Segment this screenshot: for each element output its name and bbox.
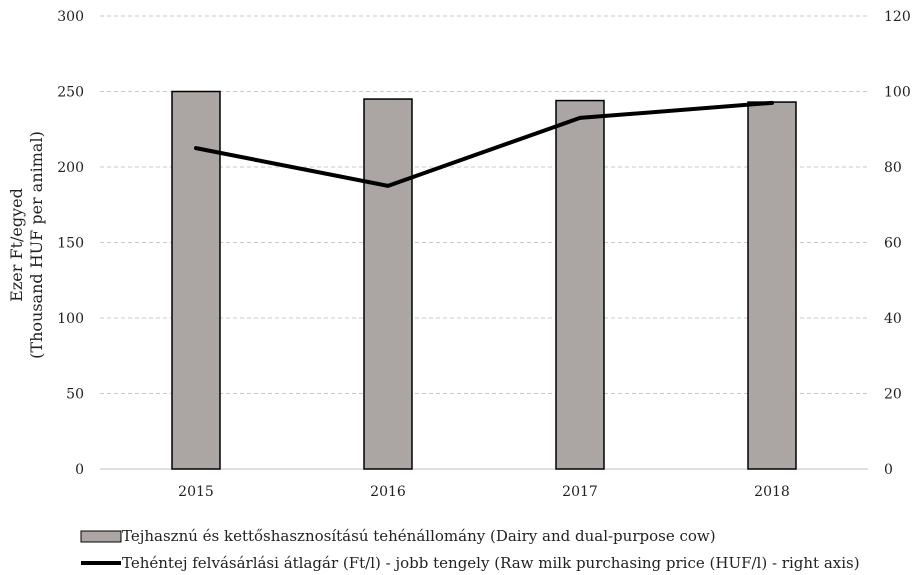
legend: Tejhasznú és kettőshasznosítású tehénáll…	[80, 527, 860, 572]
y-axis-left-ticks: 0 50 100 150 200 250 300	[57, 9, 84, 478]
bar-series	[171, 90, 797, 470]
x-tick-label: 2015	[178, 484, 214, 500]
y2-tick-label: 60	[884, 236, 902, 252]
x-tick-label: 2018	[754, 484, 790, 500]
y2-tick-label: 40	[884, 311, 902, 327]
y-tick-label: 200	[57, 160, 84, 176]
legend-bar-label: Tejhasznú és kettőshasznosítású tehénáll…	[122, 527, 716, 545]
y-tick-label: 250	[57, 85, 84, 101]
bar	[747, 101, 797, 470]
y-tick-label: 50	[66, 387, 84, 403]
y2-tick-label: 120	[884, 9, 911, 25]
line-series	[194, 100, 774, 188]
bar	[363, 98, 413, 470]
gridlines	[100, 15, 868, 470]
bar	[555, 99, 605, 470]
y-tick-label: 100	[57, 311, 84, 327]
y-tick-label: 0	[75, 462, 84, 478]
x-tick-label: 2016	[370, 484, 406, 500]
y2-tick-label: 20	[884, 387, 902, 403]
y-tick-label: 150	[57, 236, 84, 252]
legend-bar-swatch	[80, 530, 122, 543]
y2-tick-label: 0	[884, 462, 893, 478]
y-tick-label: 300	[57, 9, 84, 25]
y2-tick-label: 100	[884, 85, 911, 101]
y-axis-right-ticks: 0 20 40 60 80 100 120	[884, 9, 911, 478]
bar	[171, 90, 221, 470]
x-axis-ticks: 2015 2016 2017 2018	[178, 484, 790, 500]
legend-line-label: Tehéntej felvásárlási átlagár (Ft/l) - j…	[122, 554, 860, 572]
series-line	[194, 100, 774, 188]
y2-tick-label: 80	[884, 160, 902, 176]
y-axis-label-line2: (Thousand HUF per animal)	[27, 131, 46, 359]
y-axis-label-line1: Ezer Ft/egyed	[7, 188, 26, 302]
x-tick-label: 2017	[562, 484, 598, 500]
